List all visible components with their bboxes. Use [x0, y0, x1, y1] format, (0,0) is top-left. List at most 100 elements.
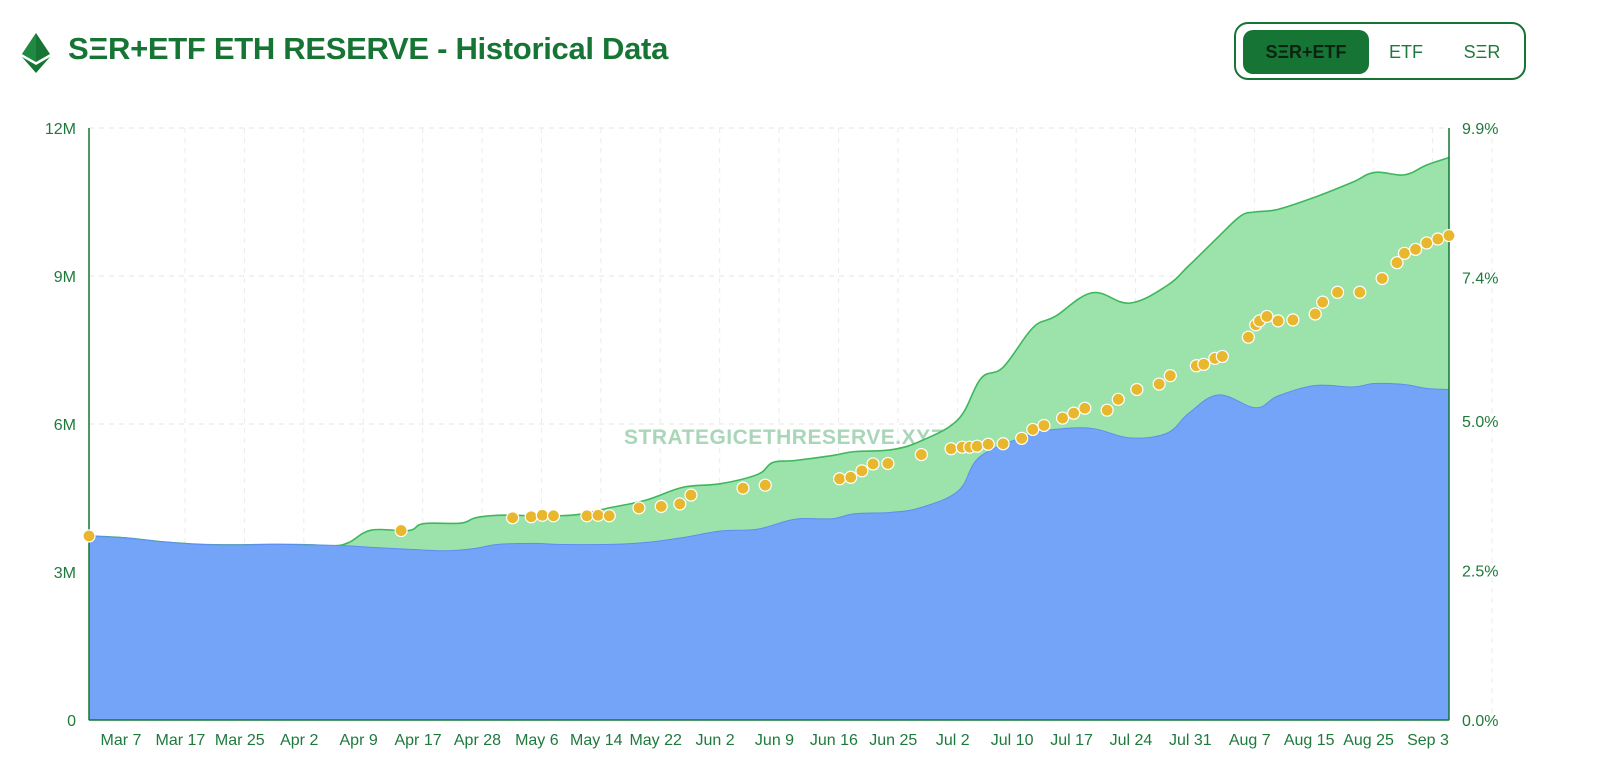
page-title: SΞR+ETF ETH RESERVE - Historical Data: [68, 31, 669, 66]
right-axis-ticks: 0.0% 2.5% 5.0% 7.4% 9.9%: [1462, 121, 1498, 730]
purchase-bubble[interactable]: [736, 481, 750, 495]
purchase-bubble[interactable]: [1308, 307, 1322, 321]
purchase-bubble[interactable]: [1390, 256, 1404, 270]
purchase-bubble[interactable]: [1316, 295, 1330, 309]
x-tick-label: Jun 9: [755, 732, 794, 749]
x-tick-label: May 22: [629, 732, 682, 749]
y-right-tick-label: 0.0%: [1462, 713, 1498, 730]
y-right-tick-label: 9.9%: [1462, 121, 1498, 138]
header: SΞR+ETF ETH RESERVE - Historical Data SΞ…: [0, 0, 1600, 100]
purchase-bubble[interactable]: [591, 508, 605, 522]
purchase-bubble[interactable]: [1260, 309, 1274, 324]
ethereum-icon: [22, 33, 50, 73]
x-tick-label: Apr 9: [340, 732, 378, 749]
y-right-tick-label: 5.0%: [1462, 414, 1498, 431]
y-left-tick-label: 3M: [54, 565, 76, 582]
y-left-tick-label: 12M: [45, 121, 76, 138]
purchase-bubble[interactable]: [1286, 313, 1300, 327]
purchase-bubble[interactable]: [654, 499, 668, 513]
purchase-bubble[interactable]: [535, 508, 549, 522]
toggle-ser-button[interactable]: SΞR: [1463, 42, 1501, 62]
y-left-tick-label: 9M: [54, 269, 76, 286]
x-tick-label: Apr 28: [454, 732, 501, 749]
x-tick-label: Jun 16: [810, 732, 858, 749]
x-tick-label: Jun 2: [696, 732, 735, 749]
purchase-bubble[interactable]: [1037, 418, 1051, 433]
x-tick-label: Jul 10: [991, 732, 1034, 749]
purchase-bubble[interactable]: [1111, 392, 1125, 406]
purchase-bubble[interactable]: [1130, 382, 1144, 397]
purchase-bubble[interactable]: [855, 464, 869, 478]
x-tick-label: May 14: [570, 732, 623, 749]
purchase-bubble[interactable]: [632, 501, 646, 515]
x-tick-label: Sep 3: [1407, 732, 1449, 749]
x-tick-label: Jul 31: [1169, 732, 1212, 749]
x-tick-label: Mar 17: [156, 732, 206, 749]
x-tick-label: Apr 2: [280, 732, 318, 749]
x-tick-label: Apr 17: [394, 732, 441, 749]
x-tick-label: Aug 7: [1229, 732, 1271, 749]
purchase-bubble[interactable]: [394, 523, 408, 538]
purchase-bubble[interactable]: [981, 437, 995, 451]
x-tick-label: Jul 2: [936, 732, 970, 749]
purchase-bubble[interactable]: [944, 442, 958, 456]
y-right-tick-label: 7.4%: [1462, 270, 1498, 287]
purchase-bubble[interactable]: [1015, 431, 1029, 445]
purchase-bubble[interactable]: [580, 509, 594, 523]
purchase-bubble[interactable]: [1353, 285, 1367, 299]
purchase-bubble[interactable]: [1442, 228, 1456, 243]
purchase-bubble[interactable]: [546, 509, 561, 523]
x-tick-label: Jul 24: [1110, 732, 1153, 749]
purchase-bubble[interactable]: [1055, 411, 1070, 425]
purchase-bubble[interactable]: [524, 510, 538, 524]
y-right-tick-label: 2.5%: [1462, 564, 1498, 581]
toggle-etf-button[interactable]: ETF: [1389, 42, 1423, 62]
x-tick-label: May 6: [515, 732, 559, 749]
purchase-bubble[interactable]: [758, 478, 772, 492]
dataset-toggle: SΞR+ETF ETF SΞR: [1234, 22, 1526, 80]
purchase-bubbles: [82, 228, 1456, 543]
purchase-bubble[interactable]: [1241, 330, 1255, 344]
purchase-bubble[interactable]: [82, 529, 96, 543]
purchase-bubble[interactable]: [881, 456, 895, 471]
purchase-bubble[interactable]: [914, 447, 928, 462]
purchase-bubble[interactable]: [866, 457, 880, 471]
purchase-bubble[interactable]: [1397, 246, 1412, 260]
purchase-bubble[interactable]: [1420, 236, 1434, 250]
purchase-bubble[interactable]: [1375, 271, 1389, 286]
purchase-bubble[interactable]: [844, 470, 858, 484]
purchase-bubble[interactable]: [1152, 377, 1166, 391]
purchase-bubble[interactable]: [833, 472, 847, 486]
purchase-bubble[interactable]: [506, 511, 520, 525]
purchase-bubble[interactable]: [1215, 349, 1229, 364]
purchase-bubble[interactable]: [996, 437, 1010, 451]
purchase-bubble[interactable]: [1197, 357, 1211, 371]
total-line: [88, 156, 1450, 547]
x-tick-label: Aug 15: [1284, 732, 1335, 749]
x-tick-label: Jul 17: [1050, 732, 1093, 749]
y-left-tick-label: 0: [67, 713, 76, 730]
etf-area: [88, 382, 1450, 721]
purchase-bubble[interactable]: [1163, 369, 1177, 383]
purchase-bubble[interactable]: [1431, 232, 1445, 246]
toggle-ser-etf-button[interactable]: SΞR+ETF: [1243, 30, 1369, 74]
x-tick-label: Jun 25: [869, 732, 917, 749]
purchase-bubble[interactable]: [970, 439, 984, 453]
x-tick-label: Aug 25: [1343, 732, 1394, 749]
left-axis-ticks: 0 3M 6M 9M 12M: [45, 121, 76, 730]
purchase-bubble[interactable]: [1271, 314, 1285, 328]
purchase-bubble[interactable]: [673, 497, 687, 511]
purchase-bubble[interactable]: [684, 488, 698, 502]
purchase-bubble[interactable]: [1067, 406, 1081, 420]
purchase-bubble[interactable]: [1100, 403, 1114, 417]
x-tick-label: Mar 25: [215, 732, 265, 749]
chart-watermark: STRATEGICETHRESERVE.XYZ: [624, 426, 944, 449]
purchase-bubble[interactable]: [602, 509, 616, 523]
purchase-bubble[interactable]: [1408, 242, 1423, 256]
purchase-bubble[interactable]: [1330, 285, 1345, 299]
x-axis-ticks: Mar 7 Mar 17 Mar 25 Apr 2 Apr 9 Apr 17 Apr 28 M…: [101, 732, 1449, 749]
purchase-bubble[interactable]: [1078, 401, 1092, 415]
purchase-bubble[interactable]: [1026, 422, 1040, 437]
x-tick-label: Mar 7: [101, 732, 142, 749]
